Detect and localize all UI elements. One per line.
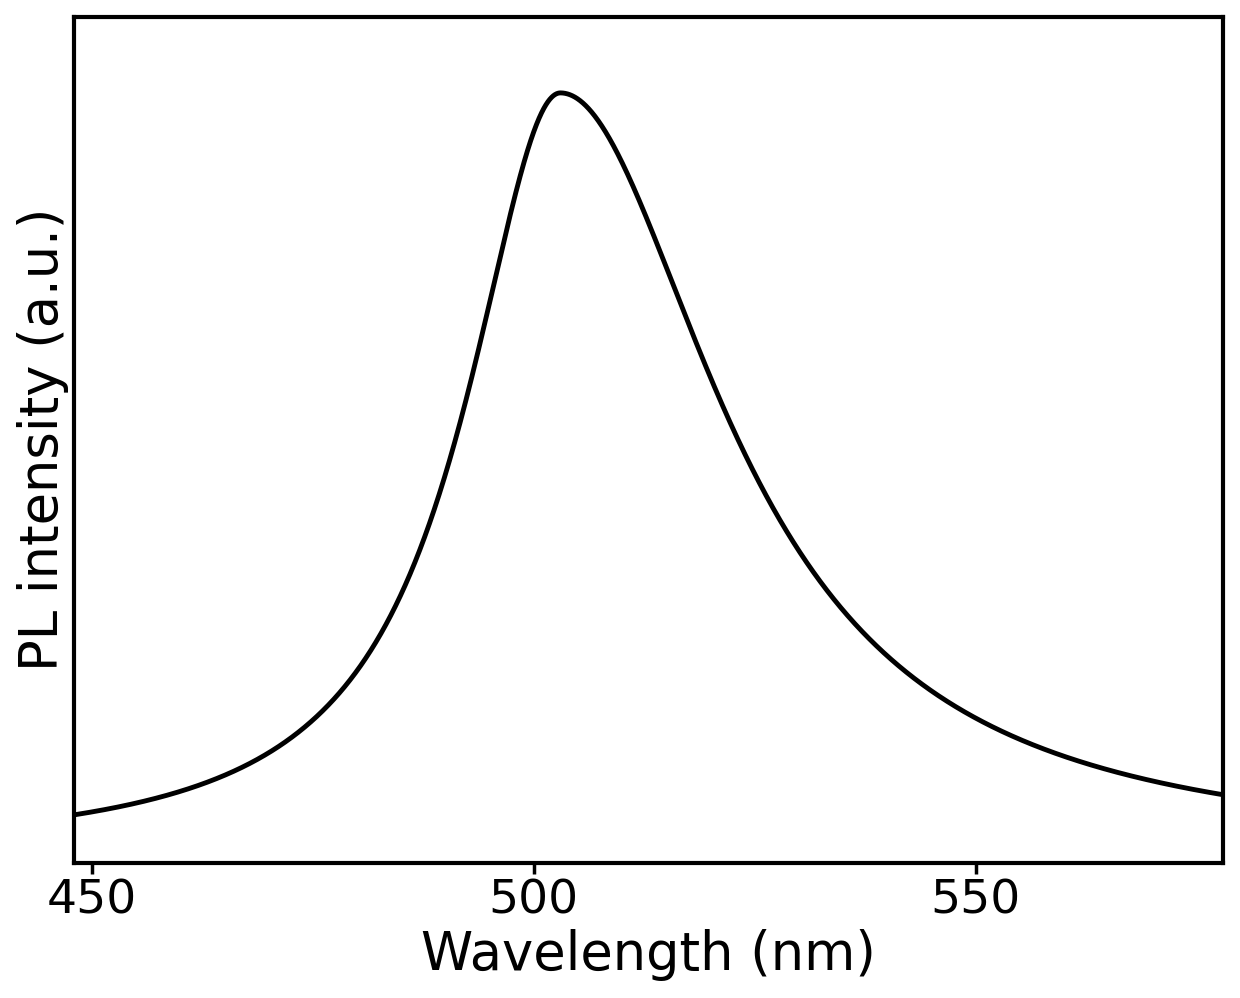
Y-axis label: PL intensity (a.u.): PL intensity (a.u.) — [16, 208, 68, 672]
X-axis label: Wavelength (nm): Wavelength (nm) — [422, 929, 877, 981]
